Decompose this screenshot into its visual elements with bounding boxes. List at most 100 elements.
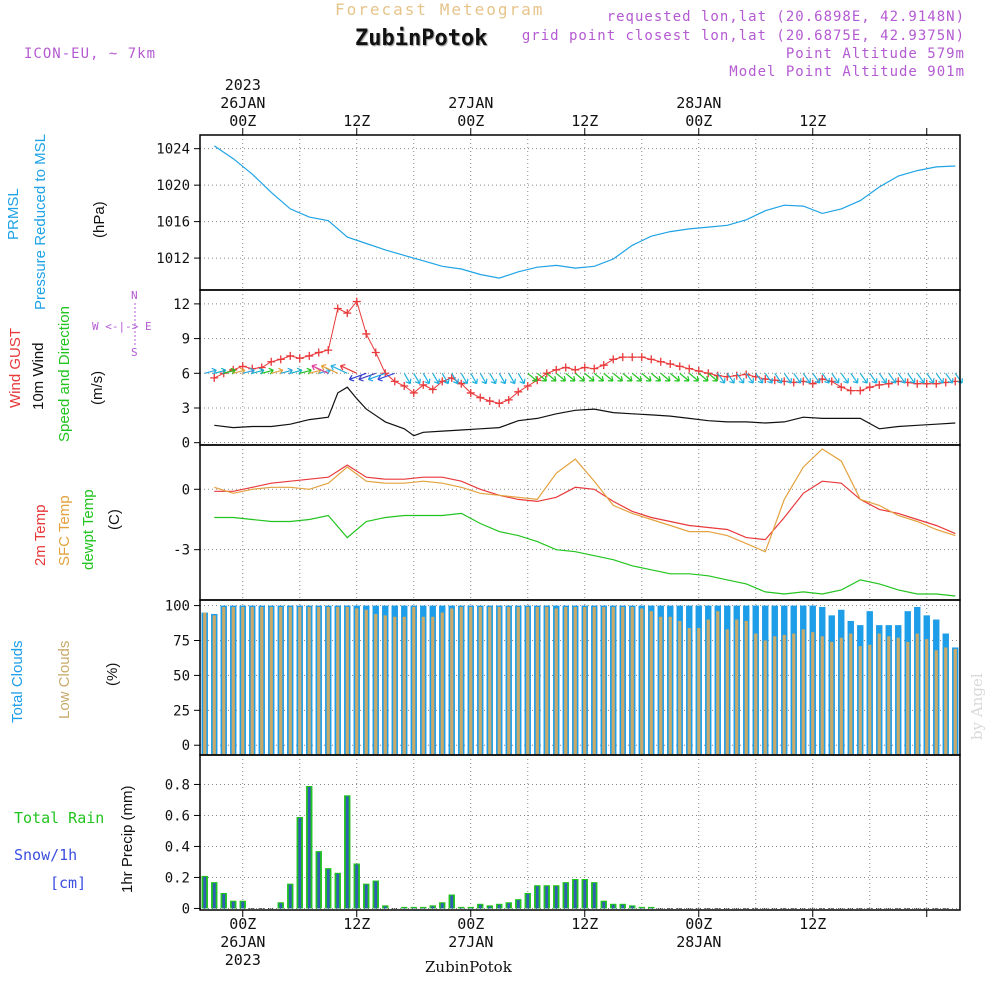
precip-bar-inner	[450, 895, 454, 909]
wind-direction-arrow	[622, 372, 633, 382]
wind-direction-arrow	[565, 372, 576, 382]
precip-bar-inner	[374, 881, 378, 909]
precip-bar-inner	[564, 883, 568, 909]
low-cloud-bar	[450, 608, 454, 755]
top-axis-label: 26JAN	[220, 94, 266, 112]
low-cloud-bar	[849, 633, 853, 755]
precip-bar-inner	[507, 903, 511, 909]
low-cloud-bar	[716, 611, 720, 755]
low-cloud-bar	[602, 606, 606, 755]
low-cloud-bar	[222, 606, 226, 755]
bottom-axis-label: 00Z	[457, 915, 485, 933]
low-cloud-bar	[706, 619, 710, 755]
wind-direction-arrow	[935, 372, 944, 384]
wind-direction-arrow	[290, 367, 303, 375]
gust-marker	[590, 364, 599, 373]
precip-bar-inner	[497, 904, 501, 909]
gust-marker	[656, 357, 665, 366]
panel-frame-4	[199, 754, 961, 911]
wind-direction-arrow	[574, 372, 586, 382]
wind-direction-arrow	[783, 372, 792, 384]
gust-marker	[276, 355, 285, 364]
low-cloud-bar	[545, 606, 549, 755]
top-axis-label: 12Z	[343, 112, 371, 130]
wind-direction-arrow	[641, 372, 652, 382]
gust-line	[214, 300, 956, 404]
low-cloud-bar	[725, 629, 729, 755]
low-cloud-bar	[478, 606, 482, 755]
y-tick-label: 1020	[156, 178, 190, 194]
requested-coords: requested lon,lat (20.6898E, 42.9148N)	[606, 9, 965, 25]
low-cloud-bar	[374, 613, 378, 755]
low-cloud-bar	[345, 606, 349, 755]
y-tick-label: 0	[182, 482, 190, 498]
wind-direction-arrow	[320, 364, 339, 374]
y-tick-label: 1016	[156, 215, 190, 231]
gust-marker	[884, 379, 893, 388]
gust-marker	[343, 309, 352, 318]
low-cloud-bar	[250, 606, 254, 755]
gust-marker	[922, 379, 931, 388]
wind-direction-arrow	[812, 372, 821, 384]
low-cloud-bar	[858, 646, 862, 755]
wind-direction-arrow	[584, 372, 595, 382]
precip-bar-inner	[440, 903, 444, 909]
top-axis-label: 00Z	[229, 112, 257, 130]
low-cloud-bar	[668, 616, 672, 755]
wind-direction-arrow	[603, 372, 614, 382]
point-altitude: Point Altitude 579m	[785, 46, 965, 62]
wind-direction-arrow	[764, 372, 773, 384]
wind-direction-arrow	[669, 372, 681, 382]
precip-bar-inner	[602, 901, 606, 909]
wind-direction-arrow	[878, 372, 887, 384]
bottom-axis-label: 27JAN	[448, 933, 494, 951]
gust-marker	[856, 386, 865, 395]
y-tick-label: 0.6	[165, 808, 190, 824]
wind-direction-arrow	[460, 372, 469, 385]
low-cloud-bar	[630, 606, 634, 755]
gust-marker	[210, 373, 219, 382]
wind-direction-arrow	[280, 367, 293, 375]
low-cloud-bar	[317, 606, 321, 755]
gust-marker	[713, 371, 722, 380]
low-cloud-bar	[830, 641, 834, 755]
y-tick-label: 0	[182, 738, 190, 754]
wind-direction-arrow	[330, 364, 348, 374]
y-tick-label: 75	[173, 633, 190, 649]
precip-bar-inner	[488, 906, 492, 909]
low-cloud-bar	[535, 606, 539, 755]
footer-station: ZubinPotok	[425, 958, 512, 976]
bottom-axis-label: 12Z	[343, 915, 371, 933]
wind-direction-arrow	[650, 372, 662, 382]
gust-marker	[419, 380, 428, 389]
low-cloud-bar	[307, 606, 311, 755]
wind-direction-arrow	[688, 372, 700, 382]
gust-marker	[913, 379, 922, 388]
wind-direction-arrow	[707, 372, 719, 382]
chart-title: Forecast Meteogram	[335, 0, 545, 19]
low-cloud-bar	[564, 606, 568, 755]
low-cloud-bar	[659, 616, 663, 755]
gust-marker	[666, 360, 675, 369]
wind-direction-arrow	[233, 367, 246, 375]
wind-direction-arrow	[897, 372, 906, 384]
precip-bar-inner	[412, 907, 416, 909]
low-cloud-bar	[877, 633, 881, 755]
precip-bar-outer	[410, 906, 417, 909]
wind-direction-arrow	[907, 372, 916, 384]
gust-marker	[580, 363, 589, 372]
low-cloud-bar	[896, 637, 900, 755]
y-tick-label: 50	[173, 668, 190, 684]
wind-direction-arrow	[498, 372, 507, 385]
gust-marker	[732, 371, 741, 380]
wind-direction-arrow	[631, 372, 643, 382]
pressure-line	[213, 145, 956, 279]
low-cloud-bar	[231, 606, 235, 755]
wind-direction-arrow	[726, 372, 735, 384]
precip-bar-outer	[401, 906, 408, 909]
wind-direction-arrow	[358, 372, 376, 382]
precip-bar-inner	[640, 907, 644, 909]
wind-direction-arrow	[736, 372, 745, 384]
low-cloud-bar	[212, 615, 216, 755]
